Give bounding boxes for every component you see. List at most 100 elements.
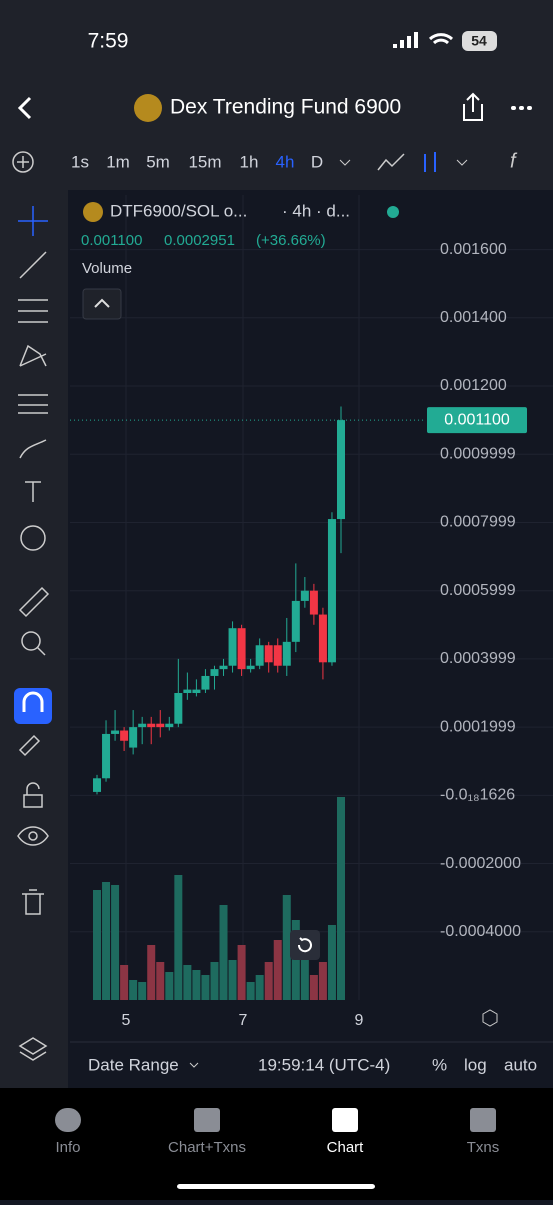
drawing-tools — [17, 206, 50, 1061]
legend-meta: · 4h · d... — [282, 201, 350, 220]
nav-label[interactable]: Chart — [327, 1139, 365, 1156]
y-tick-label: 0.0007999 — [440, 514, 516, 531]
candle-body — [156, 723, 165, 728]
volume-bar — [219, 905, 228, 1000]
interval[interactable]: 1s — [71, 152, 89, 171]
legend-icon — [83, 202, 103, 222]
volume-bar — [255, 975, 264, 1000]
share-button[interactable] — [463, 92, 483, 121]
style-dropdown[interactable] — [456, 159, 468, 166]
volume-bar — [147, 945, 156, 1000]
interval[interactable]: 15m — [188, 152, 221, 171]
interval[interactable]: D — [311, 152, 323, 171]
nav-icon[interactable] — [55, 1108, 81, 1132]
candle-body — [300, 590, 309, 601]
candle-body — [246, 665, 255, 670]
home-indicator — [177, 1184, 375, 1189]
volume-bar — [282, 895, 291, 1000]
side-bar-bg — [0, 190, 68, 1090]
last-price-box — [427, 407, 527, 434]
interval[interactable]: 4h — [276, 152, 295, 171]
nav-icon[interactable] — [194, 1108, 220, 1132]
volume-bar — [192, 970, 201, 1000]
volume-bar — [210, 962, 219, 1000]
nav-label[interactable]: Chart+Txns — [168, 1139, 246, 1156]
reset-button[interactable] — [290, 930, 320, 960]
volume-bar — [156, 962, 165, 1000]
x-tick-label: 5 — [122, 1012, 131, 1029]
candle-body — [210, 669, 219, 676]
volume-bar — [183, 965, 192, 1000]
volume-bar — [120, 965, 129, 1000]
back-button[interactable] — [17, 96, 32, 120]
volume-bar — [237, 945, 246, 1000]
interval[interactable]: 1m — [106, 152, 130, 171]
candle-body — [93, 778, 101, 792]
y-tick-label: 0.001200 — [440, 377, 507, 394]
line-style[interactable] — [377, 153, 405, 171]
interval[interactable]: 1h — [240, 152, 259, 171]
y-tick-label: -0.0002000 — [440, 855, 521, 872]
axis-settings[interactable] — [482, 1009, 498, 1027]
candle-body — [282, 641, 291, 666]
add-indicator[interactable] — [12, 151, 34, 173]
volume-bar — [102, 882, 111, 1000]
candle-body — [291, 600, 300, 642]
volume-bar — [201, 975, 210, 1000]
log-toggle[interactable]: log — [464, 1055, 487, 1074]
nav-label[interactable]: Info — [55, 1139, 80, 1156]
nav-icon[interactable] — [332, 1108, 358, 1132]
candle-body — [129, 727, 138, 748]
magnet-active[interactable] — [14, 688, 52, 724]
reset-icon — [297, 937, 312, 953]
interval-dropdown[interactable] — [339, 159, 351, 166]
nav-icon[interactable] — [470, 1108, 496, 1132]
y-tick-label: 0.0005999 — [440, 582, 516, 599]
candle-body — [219, 665, 228, 670]
nav-label[interactable]: Txns — [467, 1139, 500, 1156]
candle-body — [192, 689, 201, 694]
collapse-icon — [94, 298, 110, 308]
candle-body — [327, 519, 336, 663]
volume-bar — [165, 972, 174, 1000]
magnet-icon — [22, 691, 44, 712]
date-range-arrow — [189, 1062, 199, 1068]
interval[interactable]: 5m — [146, 152, 170, 171]
battery-level: 54 — [471, 33, 487, 49]
date-range[interactable]: Date Range — [88, 1055, 179, 1074]
y-tick-label: 0.0001999 — [440, 718, 516, 735]
x-tick-label: 9 — [355, 1012, 364, 1029]
y-tick-label: 0.001400 — [440, 309, 507, 326]
collapse-legend[interactable] — [82, 288, 122, 320]
live-dot — [387, 206, 399, 218]
volume-bar — [228, 960, 237, 1000]
volume-bar — [300, 950, 309, 1000]
volume-bar — [337, 797, 345, 1000]
volume-bar — [111, 885, 120, 1000]
candle-body — [111, 730, 120, 734]
candle-body — [337, 420, 345, 520]
token-icon — [134, 94, 162, 122]
auto-toggle[interactable]: auto — [504, 1055, 537, 1074]
clock: 19:59:14 (UTC-4) — [258, 1055, 390, 1074]
battery — [462, 31, 497, 51]
top-bar-bg — [0, 0, 553, 190]
x-tick-label: 7 — [239, 1012, 248, 1029]
y-tick-label: -0.0004000 — [440, 923, 521, 940]
percent-toggle[interactable]: % — [432, 1055, 447, 1074]
indicators[interactable]: f — [510, 150, 518, 172]
last-price-label: 0.001100 — [444, 411, 510, 428]
volume-bar — [318, 962, 327, 1000]
candle-body — [183, 689, 192, 694]
nav-bg — [0, 1088, 553, 1200]
header-title: Dex Trending Fund 6900 — [170, 96, 401, 119]
candle-body — [102, 733, 111, 779]
candle-body — [120, 730, 129, 741]
y-tick-label: 0.0003999 — [440, 650, 516, 667]
y-tick-label: 0.001600 — [440, 241, 507, 258]
legend-change-pct: (+36.66%) — [256, 232, 326, 249]
volume-bar — [138, 982, 147, 1000]
candle-style[interactable] — [424, 152, 436, 172]
candle-body — [318, 614, 327, 663]
